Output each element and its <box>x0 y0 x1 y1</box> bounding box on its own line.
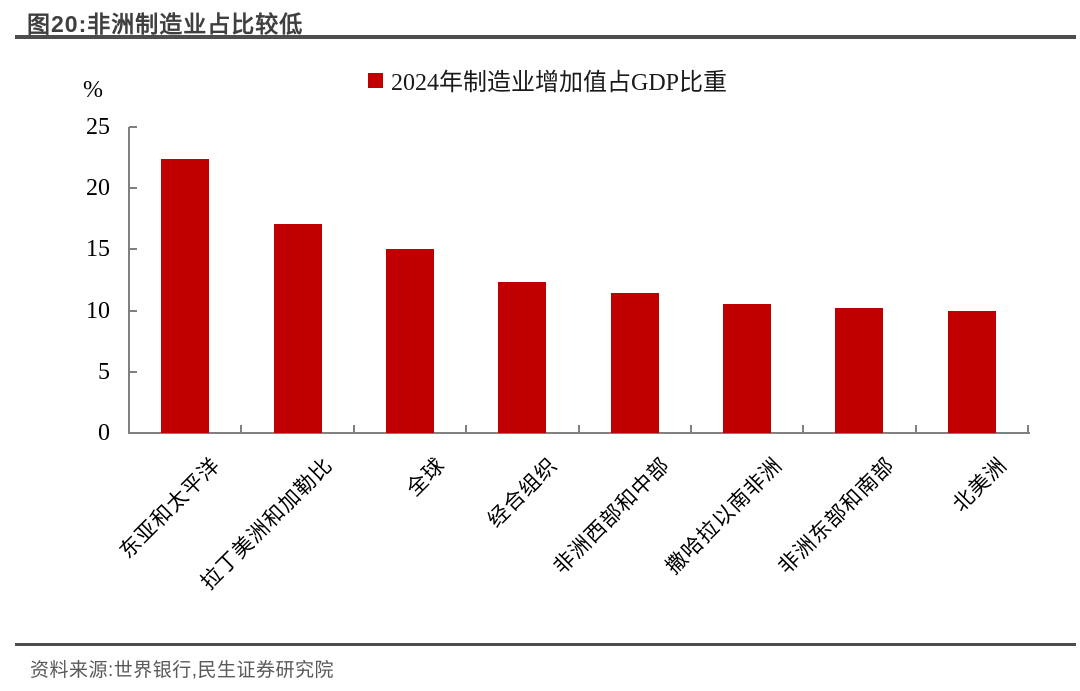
y-axis-tick <box>129 309 137 312</box>
x-axis-line <box>128 432 1030 434</box>
y-axis-line <box>128 127 130 434</box>
y-tick-label: 25 <box>86 114 110 140</box>
x-axis-tick <box>352 425 355 433</box>
bar <box>273 223 322 433</box>
x-axis-tick <box>240 425 243 433</box>
x-axis-tick <box>914 425 917 433</box>
y-axis-tick <box>129 126 137 128</box>
y-axis-tick <box>129 248 137 251</box>
y-axis-unit-label: % <box>83 77 103 103</box>
x-axis-tick <box>1027 425 1029 433</box>
bar <box>161 158 210 433</box>
y-tick-label: 0 <box>98 420 110 446</box>
bar <box>385 249 434 433</box>
figure-title: 图20:非洲制造业占比较低 <box>27 11 304 37</box>
bar <box>947 310 996 433</box>
y-axis-tick <box>129 187 137 190</box>
bar <box>835 308 884 433</box>
y-tick-label: 20 <box>86 175 110 202</box>
x-axis-tick <box>689 425 692 433</box>
y-tick-label: 15 <box>86 236 110 263</box>
y-tick-label: 10 <box>86 297 110 324</box>
source-note: 资料来源:世界银行,民生证券研究院 <box>30 660 335 681</box>
x-axis-tick <box>465 425 468 433</box>
legend-swatch-icon <box>368 73 383 88</box>
footer-divider-rule <box>15 643 1076 646</box>
y-axis-tick <box>129 432 137 434</box>
x-axis-tick <box>802 425 805 433</box>
bar <box>498 282 547 433</box>
bar <box>723 304 772 433</box>
title-divider-rule <box>15 35 1076 39</box>
y-axis-tick <box>129 370 137 373</box>
x-axis-tick <box>128 425 130 433</box>
legend-label: 2024年制造业增加值占GDP比重 <box>391 70 728 96</box>
chart-legend: 2024年制造业增加值占GDP比重 <box>368 62 727 97</box>
bar <box>610 293 659 433</box>
x-axis-tick <box>577 425 580 433</box>
y-tick-label: 5 <box>98 358 110 385</box>
